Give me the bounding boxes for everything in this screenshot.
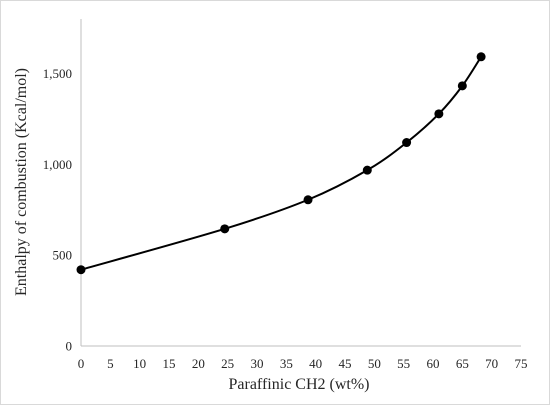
axes (80, 19, 521, 347)
x-tick-label: 35 (280, 356, 293, 371)
x-tick-label: 0 (78, 356, 85, 371)
x-tick-label: 50 (368, 356, 381, 371)
x-tick-label: 20 (192, 356, 205, 371)
data-point (457, 81, 467, 91)
x-tick-labels: 0 5 10 15 20 25 30 35 40 45 50 55 60 65 70 75 (78, 356, 528, 371)
y-tick-labels: 0 500 1,000 1,500 (43, 66, 72, 354)
x-tick-label: 70 (485, 356, 498, 371)
y-axis-title: Enthalpy of combustion (Kcal/mol) (13, 68, 30, 296)
data-point (76, 265, 86, 275)
data-point (476, 52, 486, 62)
series-line (80, 56, 482, 271)
y-tick-label: 1,000 (43, 157, 72, 172)
x-tick-label: 55 (397, 356, 410, 371)
y-tick-label: 0 (66, 339, 73, 354)
x-tick-label: 60 (427, 356, 440, 371)
x-tick-label: 30 (251, 356, 264, 371)
x-tick-label: 25 (221, 356, 234, 371)
x-tick-label: 65 (456, 356, 469, 371)
data-point (220, 224, 230, 234)
y-tick-label: 1,500 (43, 66, 72, 81)
data-point (434, 109, 444, 119)
data-point (402, 138, 412, 148)
x-tick-label: 10 (133, 356, 146, 371)
x-tick-label: 5 (107, 356, 114, 371)
x-axis-title: Paraffinic CH2 (wt%) (229, 376, 370, 393)
data-point (362, 165, 372, 175)
x-tick-label: 40 (309, 356, 322, 371)
y-tick-label: 500 (53, 248, 73, 263)
x-tick-label: 15 (163, 356, 176, 371)
data-point (303, 195, 313, 205)
x-tick-label: 75 (515, 356, 528, 371)
x-tick-label: 45 (339, 356, 352, 371)
series-group (76, 52, 486, 275)
